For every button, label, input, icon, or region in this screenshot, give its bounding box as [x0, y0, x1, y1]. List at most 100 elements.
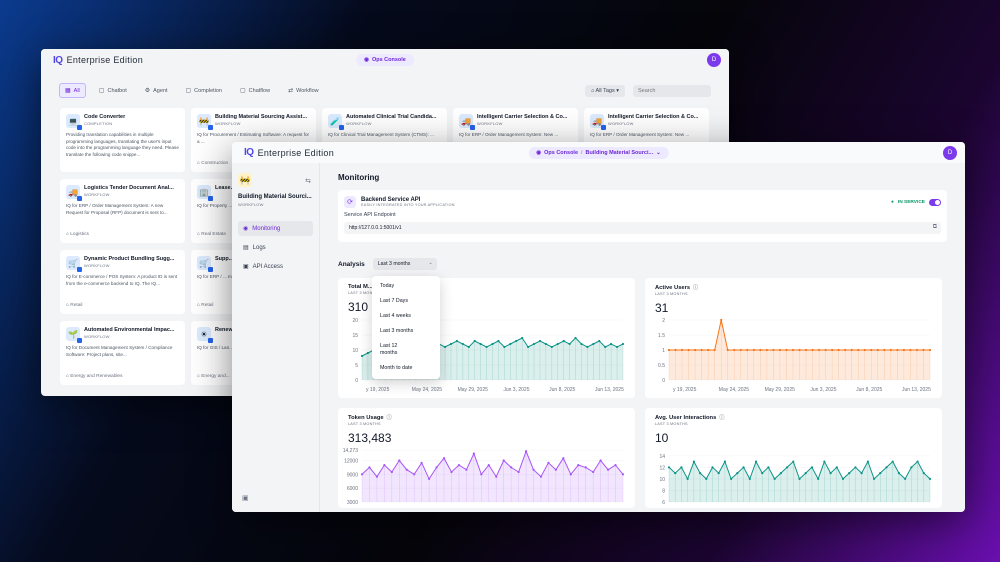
collapse-sidebar-icon[interactable]: ▣: [242, 495, 249, 502]
card-type: WORKFLOW: [608, 121, 634, 126]
y-tick-label: 20: [352, 318, 358, 324]
range-option[interactable]: Today: [380, 283, 395, 289]
tab-label: Workflow: [296, 87, 319, 94]
card-title: Automated Clinical Trial Candida...: [346, 114, 437, 120]
info-icon[interactable]: ⓘ: [693, 285, 699, 291]
data-point: [863, 348, 866, 352]
data-point: [509, 342, 512, 346]
ops-console-pill[interactable]: ◉ Ops Console: [356, 54, 414, 66]
tab-chatflow[interactable]: ▢ Chatflow: [235, 84, 275, 97]
data-point: [761, 472, 764, 475]
completion-icon: ▢: [185, 88, 192, 94]
app-card[interactable]: 💻 Code Converter COMPLETION Providing trans…: [60, 108, 185, 172]
card-tag: ⌂ Energy and Renewables: [66, 374, 123, 379]
series-area: [362, 451, 623, 502]
app-card[interactable]: 🌱 Automated Environmental Impac... WORKFLO…: [60, 321, 185, 385]
data-point: [614, 463, 617, 467]
data-point: [922, 348, 925, 352]
data-point: [360, 473, 364, 476]
service-toggle[interactable]: [929, 198, 941, 206]
range-option[interactable]: Last 3 months: [380, 328, 414, 334]
chart-card: Active Users ⓘ LAST 3 MONTHS 31 0 0.5 1 1.5 2 y 1…: [645, 278, 942, 398]
chart-plot: 0 0.5 1 1.5 2 y 19, 2025 May 24, 2025 May 29, 2…: [658, 318, 932, 393]
copy-icon[interactable]: ⧉: [932, 224, 937, 230]
sidebar-app-name[interactable]: Building Material Sourci... ⌄: [238, 194, 312, 200]
range-option[interactable]: Last 4 weeks: [380, 313, 411, 319]
sidebar-item-monitoring[interactable]: ◉ Monitoring: [238, 221, 313, 236]
brand-logo[interactable]: IQ Enterprise Edition: [244, 147, 334, 158]
range-option[interactable]: Month to date: [380, 365, 413, 371]
data-point: [375, 475, 379, 478]
data-point: [569, 473, 572, 476]
y-tick-label: 3000: [347, 500, 358, 506]
card-description: IQ for ERP / Order Management System: Ne…: [590, 132, 690, 137]
tab-chatbot[interactable]: ▢ Chatbot: [94, 84, 132, 97]
separator: /: [581, 149, 583, 156]
app-icon: 🛒: [197, 256, 213, 272]
data-point: [457, 463, 461, 467]
search-input[interactable]: [633, 84, 711, 97]
avatar[interactable]: D: [707, 53, 721, 67]
range-option[interactable]: Last 7 Days: [380, 298, 408, 304]
endpoint-field[interactable]: http://127.0.0.1:5001/v1 ⧉: [344, 222, 941, 234]
tab-workflow[interactable]: ⇄ Workflow: [283, 84, 324, 97]
app-icon: 🚚: [459, 114, 475, 130]
endpoint-url: http://127.0.0.1:5001/v1: [349, 225, 402, 231]
all-tags-dropdown[interactable]: ⌂ All Tags ▾: [584, 84, 625, 97]
time-range-select[interactable]: Last 3 months ⌄: [372, 258, 437, 270]
backend-api-card: ⟳ Backend Service API EASILY INTEGRATED …: [338, 190, 947, 242]
data-point: [510, 466, 513, 469]
x-tick-label: Jun 3, 2025: [503, 387, 529, 393]
sidebar-item-logs[interactable]: ▤ Logs: [238, 240, 313, 255]
tab-completion[interactable]: ▢ Completion: [181, 84, 228, 97]
card-description: IQ for ERP / Order Management System: A …: [66, 203, 168, 215]
data-point: [804, 472, 807, 475]
tags-label: All Tags: [595, 87, 615, 94]
sidebar-app-type: WORKFLOW: [238, 202, 264, 207]
data-point: [866, 460, 869, 463]
swap-icon[interactable]: ⇆: [305, 178, 311, 185]
data-point: [360, 354, 364, 358]
data-point: [765, 348, 768, 352]
app-card[interactable]: 🚚 Logistics Tender Document Anal... WORKFL…: [60, 179, 185, 243]
data-point: [503, 345, 506, 349]
data-point: [687, 348, 690, 352]
range-option[interactable]: Last 12 months: [380, 343, 398, 356]
info-icon[interactable]: ⓘ: [386, 415, 392, 421]
info-icon[interactable]: ⓘ: [719, 415, 725, 421]
data-point: [798, 477, 801, 480]
data-point: [922, 472, 925, 475]
data-point: [785, 466, 789, 469]
tab-all[interactable]: ▦ All: [59, 83, 86, 98]
y-tick-label: 12000: [344, 458, 358, 464]
chart-title: Active Users: [655, 284, 691, 291]
chart-title: Token Usage: [348, 414, 384, 421]
tab-agent[interactable]: ⚙ Agent: [140, 84, 173, 97]
data-point: [891, 460, 894, 463]
data-point: [450, 470, 453, 474]
brand-name: Enterprise Edition: [66, 55, 143, 65]
app-icon: 💻: [66, 114, 82, 130]
brand-logo[interactable]: IQ Enterprise Edition: [53, 55, 143, 66]
avatar[interactable]: D: [943, 146, 957, 160]
series-area: [669, 461, 930, 502]
y-tick-label: 0: [355, 378, 358, 384]
chart-title: Avg. User Interactions: [655, 414, 717, 421]
data-point: [556, 342, 559, 346]
page-title: Monitoring: [338, 173, 380, 182]
card-tag: ⌂ Real Estate: [197, 232, 227, 237]
card-description: IQ for E-commerce / POS System: A produc…: [66, 274, 178, 286]
data-point: [442, 457, 446, 460]
data-point: [759, 348, 762, 352]
ops-console-breadcrumb[interactable]: ◉ Ops Console / Building Material Sourci…: [528, 146, 669, 159]
data-point: [604, 345, 607, 349]
data-point: [491, 342, 494, 346]
data-point: [472, 452, 475, 455]
card-type: WORKFLOW: [84, 334, 110, 339]
sidebar-item-api-access[interactable]: ▣ API Access: [238, 259, 313, 274]
card-type: COMPLETION: [84, 121, 113, 126]
data-point: [713, 348, 716, 352]
app-card[interactable]: 🛒 Dynamic Product Bundling Sugg... WORKFLO…: [60, 250, 185, 314]
data-point: [870, 348, 873, 352]
type-badge-icon: [601, 125, 606, 130]
